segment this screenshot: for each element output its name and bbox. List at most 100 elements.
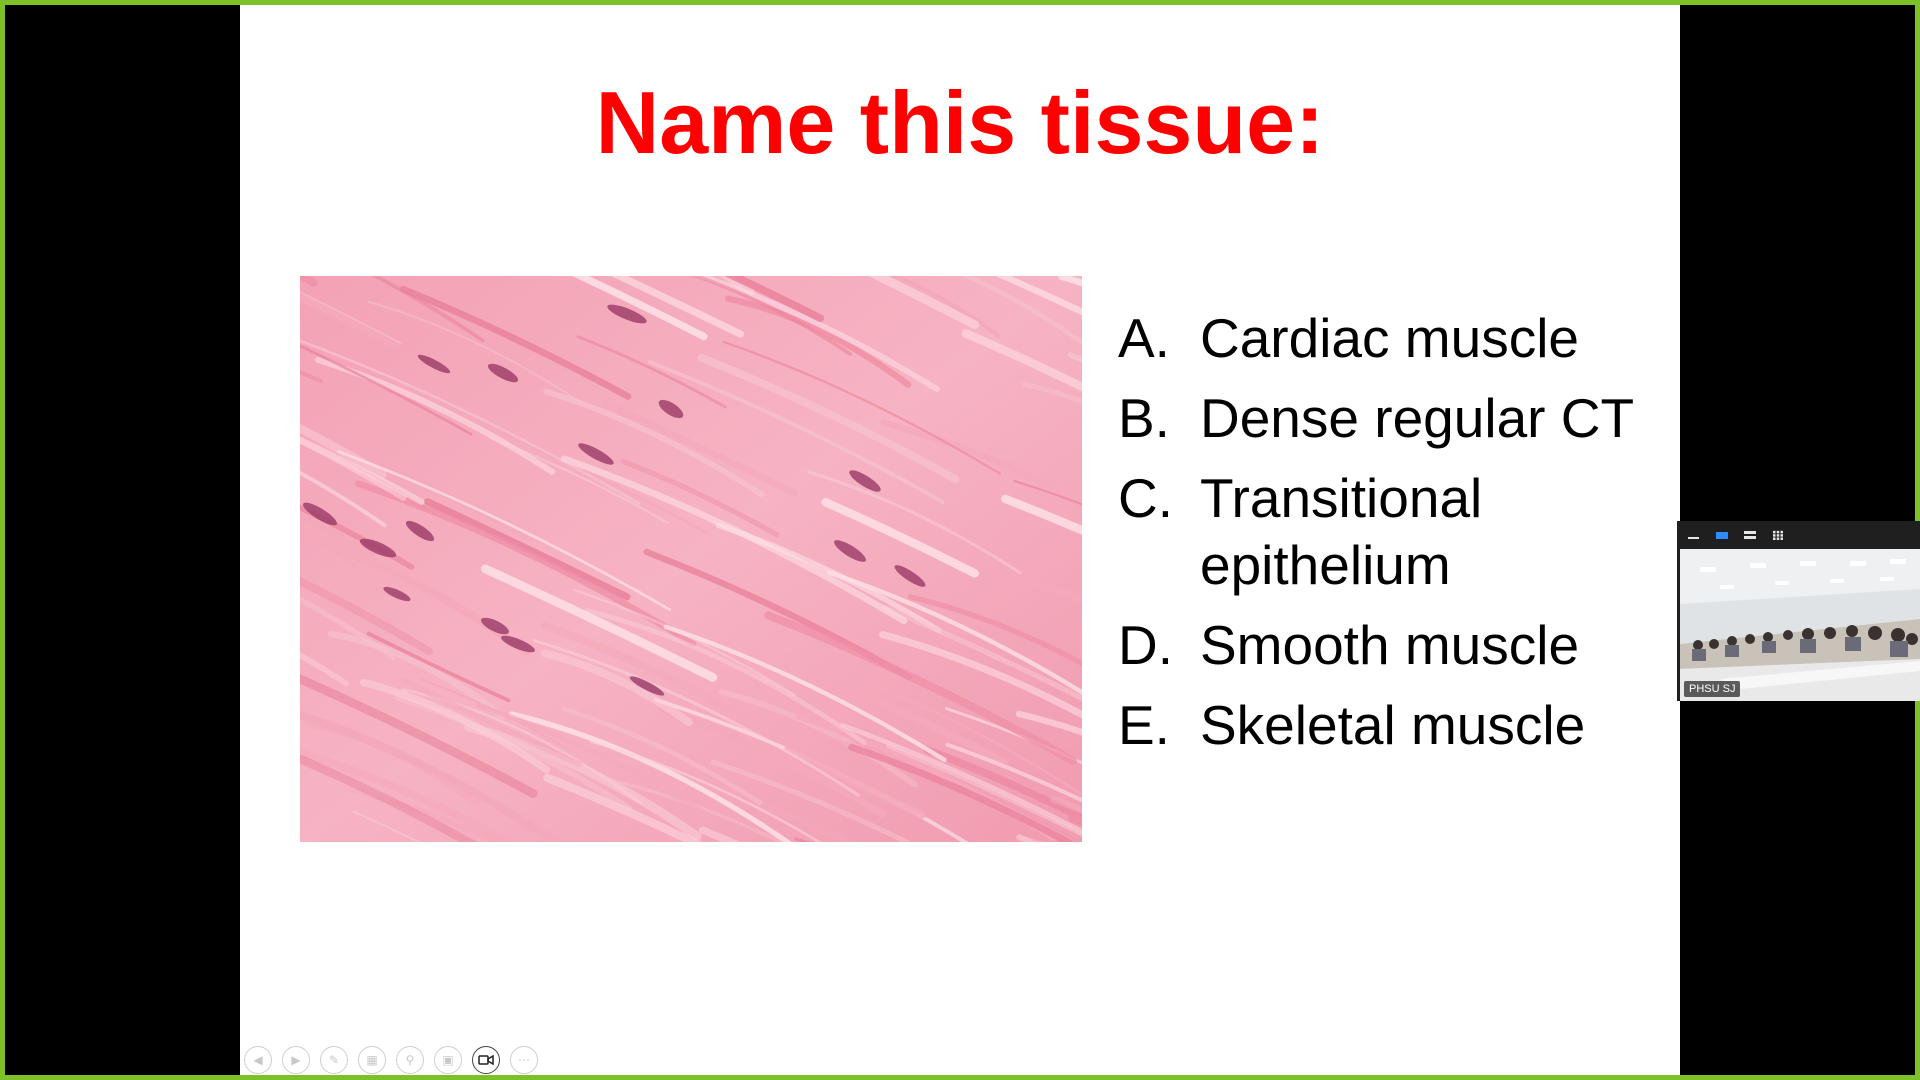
cell-nucleus <box>501 635 535 653</box>
fiber-strand <box>543 388 765 498</box>
side-by-side-icon[interactable] <box>1743 530 1757 540</box>
fiber-strand <box>572 276 708 341</box>
fiber-strand <box>697 353 960 484</box>
fiber-strand <box>857 690 1008 767</box>
fiber-strand <box>366 631 511 703</box>
fiber-strand <box>724 295 912 388</box>
cell-nucleus <box>578 443 614 465</box>
option-e: E. Skeletal muscle <box>1118 692 1678 759</box>
fiber-strand <box>610 276 745 338</box>
fiber-strand <box>480 564 718 682</box>
fiber-strand <box>710 759 913 842</box>
gallery-view-icon[interactable] <box>1771 530 1785 540</box>
fiber-strand <box>722 340 1002 475</box>
fiber-strand <box>724 276 825 323</box>
fiber-strand <box>848 743 1075 842</box>
minimize-icon[interactable] <box>1687 530 1701 540</box>
fiber-strand <box>560 706 763 806</box>
fiber-strand <box>352 810 422 842</box>
classroom-video-image <box>1680 549 1920 701</box>
option-d: D. Smooth muscle <box>1118 612 1678 679</box>
fiber-strand <box>584 608 867 746</box>
cell-nucleus <box>405 520 435 542</box>
fiber-strand <box>731 789 857 842</box>
fiber-strand <box>360 678 550 774</box>
fiber-strand <box>300 292 401 350</box>
fiber-strand <box>300 748 516 842</box>
fiber-strand <box>663 624 947 763</box>
cell-nucleus <box>481 617 509 635</box>
fiber-strand <box>304 718 482 808</box>
cell-nucleus <box>487 363 519 383</box>
cell-nucleus <box>629 676 665 696</box>
fiber-strand <box>350 787 506 842</box>
fiber-strand <box>621 459 780 538</box>
fiber-strand <box>647 360 945 504</box>
fiber-strand <box>560 455 908 625</box>
fiber-strand <box>300 674 538 799</box>
fiber-strand <box>783 746 926 819</box>
fiber-strand <box>923 746 1082 822</box>
fiber-strand <box>944 707 1082 765</box>
fiber-strand <box>367 300 586 406</box>
fiber-strand <box>300 421 534 543</box>
fiber-strand <box>300 596 396 660</box>
option-text: Cardiac muscle <box>1200 307 1580 369</box>
fiber-strand <box>1001 494 1082 535</box>
more-icon[interactable]: ⋯ <box>510 1046 538 1074</box>
fiber-strand <box>300 344 473 436</box>
tissue-micrograph <box>300 276 1082 842</box>
fiber-strand <box>484 425 709 535</box>
option-letter: D. <box>1118 614 1173 676</box>
fiber-strand <box>885 744 1082 837</box>
fiber-strand <box>401 677 582 768</box>
video-view-controls <box>1677 521 1920 549</box>
fiber-strand <box>960 276 1082 345</box>
fiber-strand <box>543 773 703 842</box>
fiber-strand <box>300 339 641 506</box>
next-slide-icon[interactable]: ▶ <box>282 1046 310 1074</box>
camera-icon[interactable] <box>472 1046 500 1074</box>
fiber-strand <box>764 611 1077 765</box>
cell-nucleus <box>658 399 684 419</box>
zoom-icon[interactable]: ⚲ <box>396 1046 424 1074</box>
fiber-strand <box>590 740 822 842</box>
speaker-view-icon[interactable] <box>1715 530 1729 540</box>
subtitles-icon[interactable]: ▣ <box>434 1046 462 1074</box>
slide-sorter-icon[interactable]: ▦ <box>358 1046 386 1074</box>
fiber-strand <box>718 689 918 788</box>
fiber-strand <box>780 653 1082 796</box>
pen-icon[interactable]: ✎ <box>320 1046 348 1074</box>
presentation-slide: Name this tissue: A. Cardiac muscle B. D… <box>240 5 1680 1075</box>
fiber-strand <box>806 470 1022 575</box>
cell-nucleus <box>303 502 337 526</box>
fiber-strand <box>300 651 350 687</box>
fiber-strand <box>399 285 632 400</box>
fiber-strand <box>889 276 1001 338</box>
fiber-strand <box>300 470 387 528</box>
video-thumbnail-panel[interactable]: PHSU SJ <box>1677 521 1920 701</box>
cell-nucleus <box>383 586 411 602</box>
fiber-strand <box>300 290 402 344</box>
fiber-strand <box>907 594 1082 667</box>
fiber-strand <box>300 576 434 656</box>
fiber-strand <box>532 638 861 797</box>
fiber-strand <box>300 370 323 383</box>
fiber-strand <box>327 630 506 719</box>
option-text: Transitional epithelium <box>1200 467 1483 596</box>
fiber-strand <box>419 677 572 752</box>
cell-nucleus <box>849 470 881 492</box>
option-b: B. Dense regular CT <box>1118 385 1678 452</box>
fiber-strand <box>541 649 693 727</box>
previous-slide-icon[interactable]: ◀ <box>244 1046 272 1074</box>
option-letter: E. <box>1118 694 1170 756</box>
cell-nucleus <box>359 538 397 558</box>
micrograph-image <box>300 276 1082 842</box>
fiber-strand <box>690 276 853 356</box>
participant-video: PHSU SJ <box>1680 549 1920 701</box>
fiber-strand <box>576 335 727 409</box>
fiber-strand <box>337 450 672 612</box>
cell-nucleus <box>834 540 866 562</box>
fiber-strand <box>995 276 1082 316</box>
fiber-strand <box>1013 479 1082 506</box>
